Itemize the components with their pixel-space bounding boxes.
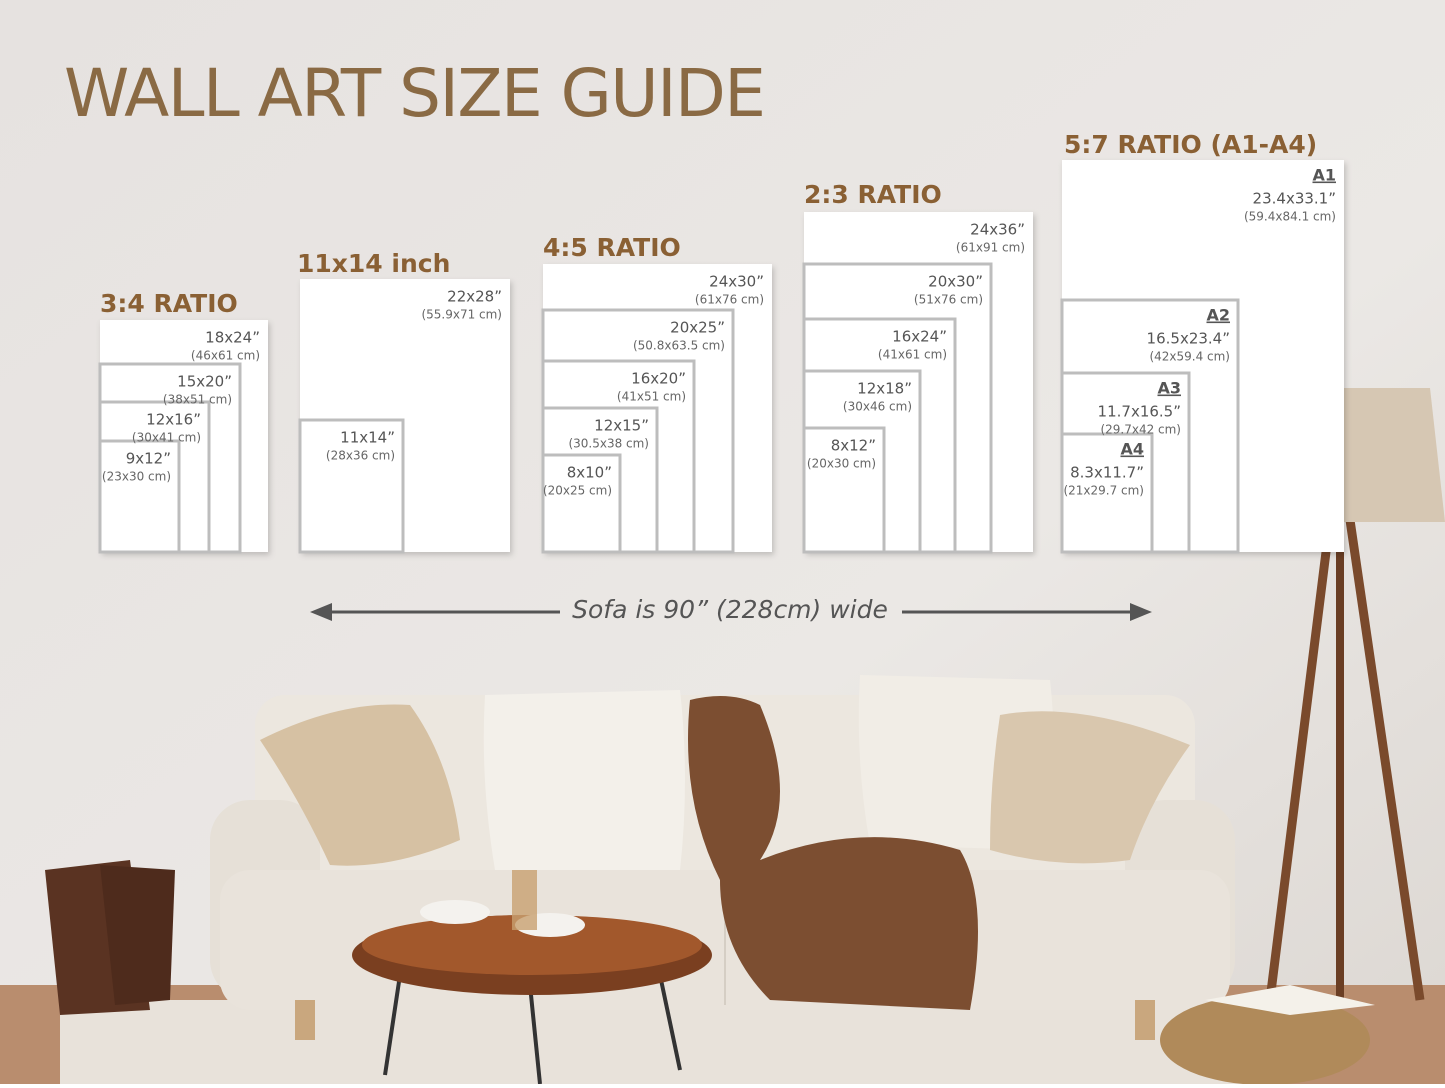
rug: [60, 1000, 1260, 1084]
magazine-rack: [45, 860, 175, 1015]
group-title: 11x14 inch: [297, 249, 450, 278]
size-label: 16x24”: [892, 328, 947, 346]
size-label: 12x18”: [857, 380, 912, 398]
size-label: 16x20”: [631, 370, 686, 388]
group-title: 5:7 RATIO (A1-A4): [1064, 130, 1317, 159]
paper-name: A1: [1312, 166, 1336, 185]
size-label: 8x12”: [831, 437, 876, 455]
metric-label: (38x51 cm): [163, 393, 232, 407]
size-label: 12x16”: [146, 411, 201, 429]
group-title: 4:5 RATIO: [543, 233, 681, 262]
paper-name: A3: [1157, 379, 1181, 398]
metric-label: (20x25 cm): [543, 484, 612, 498]
main-title: WALL ART SIZE GUIDE: [64, 55, 766, 132]
metric-label: (42x59.4 cm): [1149, 350, 1230, 364]
metric-label: (28x36 cm): [326, 449, 395, 463]
metric-label: (61x76 cm): [695, 293, 764, 307]
frame: [1060, 432, 1154, 554]
paper-name: A2: [1206, 306, 1230, 325]
frame: [98, 439, 181, 554]
paper-name: A4: [1120, 440, 1144, 459]
size-label: 20x30”: [928, 273, 983, 291]
size-label: 20x25”: [670, 319, 725, 337]
metric-label: (50.8x63.5 cm): [633, 339, 725, 353]
metric-label: (21x29.7 cm): [1063, 484, 1144, 498]
metric-label: (51x76 cm): [914, 293, 983, 307]
group-title: 2:3 RATIO: [804, 180, 942, 209]
metric-label: (41x51 cm): [617, 390, 686, 404]
size-label: 12x15”: [594, 417, 649, 435]
size-label: 22x28”: [447, 288, 502, 306]
size-label: 24x36”: [970, 221, 1025, 239]
metric-label: (30x41 cm): [132, 431, 201, 445]
metric-label: (30.5x38 cm): [568, 437, 649, 451]
metric-label: (59.4x84.1 cm): [1244, 210, 1336, 224]
metric-label: (61x91 cm): [956, 241, 1025, 255]
metric-label: (20x30 cm): [807, 457, 876, 471]
frame: [802, 426, 886, 554]
size-label: 24x30”: [709, 273, 764, 291]
frame: [298, 418, 405, 554]
size-label: 23.4x33.1”: [1253, 190, 1336, 208]
metric-label: (23x30 cm): [102, 470, 171, 484]
size-label: 8x10”: [567, 464, 612, 482]
metric-label: (41x61 cm): [878, 348, 947, 362]
size-label: 18x24”: [205, 329, 260, 347]
size-label: 9x12”: [126, 450, 171, 468]
metric-label: (46x61 cm): [191, 349, 260, 363]
sofa: [210, 675, 1235, 1040]
size-label: 11.7x16.5”: [1098, 403, 1181, 421]
size-label: 11x14”: [340, 429, 395, 447]
sofa-caption: Sofa is 90” (228cm) wide: [572, 595, 888, 624]
size-label: 15x20”: [177, 373, 232, 391]
width-arrow: [310, 603, 1152, 621]
metric-label: (55.9x71 cm): [421, 308, 502, 322]
frame: [541, 453, 622, 554]
group-title: 3:4 RATIO: [100, 289, 238, 318]
size-label: 8.3x11.7”: [1070, 464, 1144, 482]
metric-label: (29.7x42 cm): [1100, 423, 1181, 437]
metric-label: (30x46 cm): [843, 400, 912, 414]
size-label: 16.5x23.4”: [1147, 330, 1230, 348]
coffee-table: [352, 870, 712, 1085]
